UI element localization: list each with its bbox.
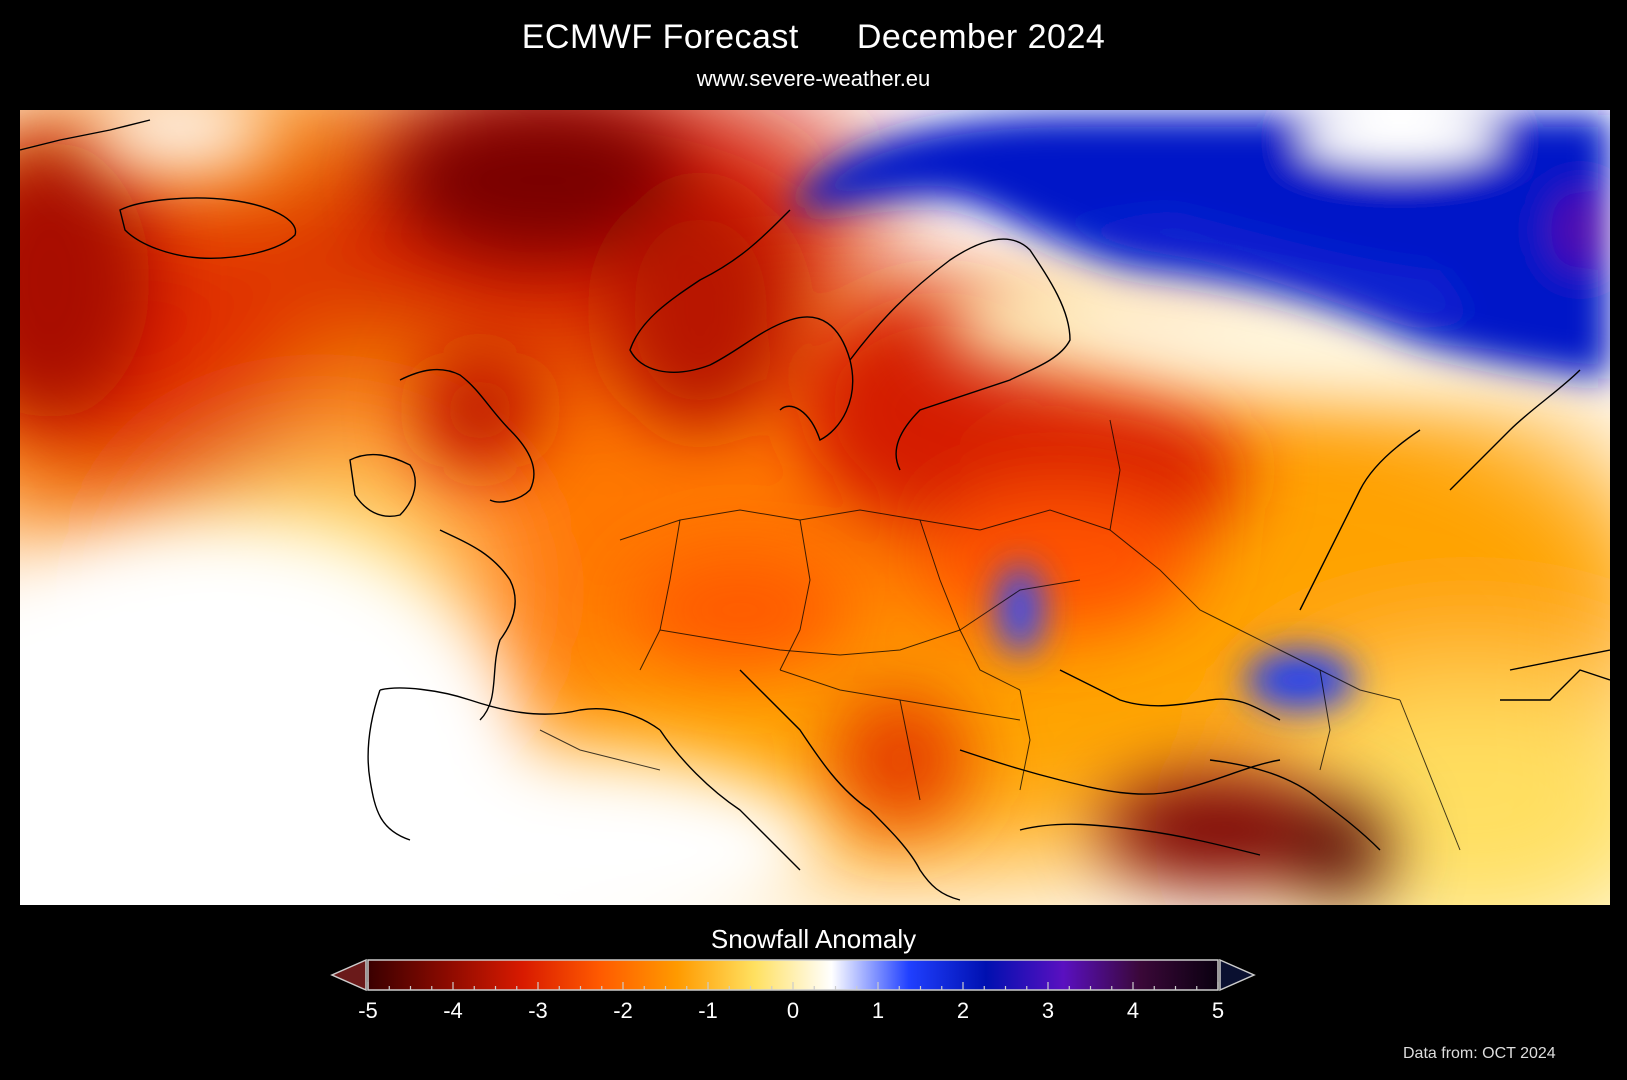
colorbar-tick-label: 3 (1041, 998, 1055, 1023)
anomaly-map[interactable] (20, 110, 1610, 905)
map-subtitle: www.severe-weather.eu (696, 66, 931, 91)
colorbar-tick-label: 1 (871, 998, 885, 1023)
data-source-note: Data from: OCT 2024 (1403, 1045, 1556, 1062)
anomaly-field-cores (20, 110, 1390, 900)
colorbar-min-arrow (330, 958, 367, 992)
colorbar-tick-label: -2 (613, 998, 633, 1023)
colorbar-max-arrow (1219, 958, 1256, 992)
coastlines (20, 119, 1610, 901)
colorbar-tick-label: 2 (956, 998, 970, 1023)
colorbar-tick-label: -4 (443, 998, 463, 1023)
colorbar-tick-label: -5 (358, 998, 378, 1023)
colorbar-tick-label: -1 (698, 998, 718, 1023)
map-canvas (20, 110, 1610, 905)
colorbar (330, 958, 1256, 992)
title-month: December 2024 (856, 18, 1106, 56)
colorbar-tick-label: 0 (786, 998, 800, 1023)
colorbar-tick-label: 5 (1211, 998, 1225, 1023)
legend-title: Snowfall Anomaly (710, 924, 917, 954)
title-model: ECMWF Forecast (521, 18, 799, 56)
neutral-zones (20, 110, 1590, 905)
map-title: ECMWF Forecast December 2024 (0, 18, 1627, 57)
positive-anomaly-zones (790, 115, 1610, 710)
colorbar-tick-label: 4 (1126, 998, 1140, 1023)
colorbar-tick-label: -3 (528, 998, 548, 1023)
country-borders (539, 419, 1461, 851)
